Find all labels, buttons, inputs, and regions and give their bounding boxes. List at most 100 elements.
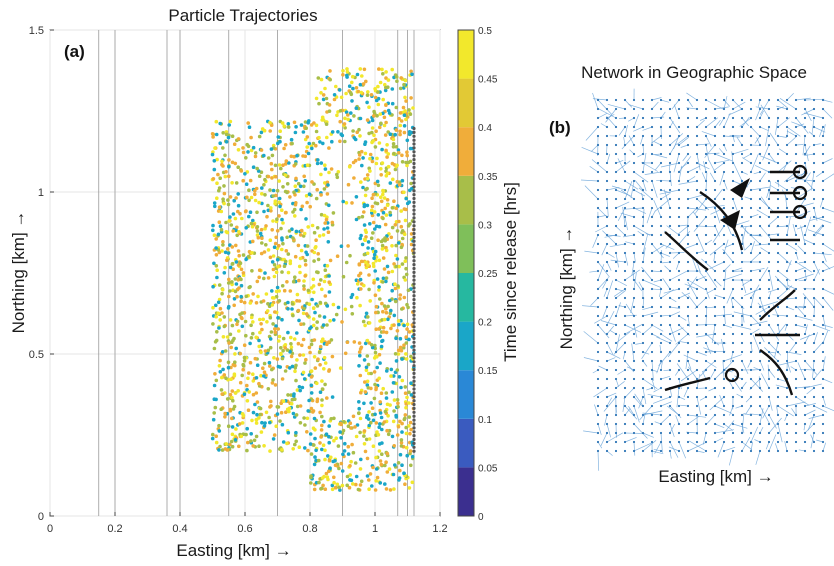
- network-node: [776, 242, 780, 246]
- network-node: [704, 143, 708, 147]
- particle: [378, 481, 383, 485]
- particle: [245, 142, 249, 147]
- particle: [400, 229, 405, 233]
- network-edge: [755, 108, 761, 121]
- particle: [289, 342, 293, 346]
- particle: [358, 116, 363, 121]
- network-node: [668, 422, 672, 426]
- particle: [293, 275, 297, 280]
- network-node: [641, 395, 645, 399]
- network-node: [704, 386, 708, 390]
- network-node: [677, 413, 681, 417]
- particle: [321, 483, 325, 488]
- network-node: [821, 449, 825, 453]
- network-edge: [666, 225, 680, 236]
- particle: [398, 132, 402, 137]
- network-node: [605, 116, 609, 120]
- network-node: [767, 188, 771, 192]
- particle: [235, 225, 239, 230]
- network-edge: [777, 135, 787, 138]
- particle: [320, 115, 325, 120]
- network-edge: [642, 360, 648, 367]
- colorbar: [457, 29, 475, 517]
- network-node: [686, 395, 690, 399]
- particle: [272, 245, 277, 249]
- network-node: [713, 359, 717, 363]
- network-node: [785, 215, 789, 219]
- particle: [407, 424, 411, 428]
- network-node: [776, 305, 780, 309]
- particle: [387, 467, 392, 471]
- network-edge: [624, 314, 637, 317]
- network-edge: [583, 331, 599, 344]
- network-node: [614, 332, 618, 336]
- network-node: [821, 161, 825, 165]
- particle: [275, 357, 280, 361]
- particle: [217, 283, 222, 287]
- network-node: [605, 377, 609, 381]
- particle: [258, 317, 262, 322]
- network-edge: [745, 230, 761, 245]
- particle: [374, 455, 378, 460]
- particle: [238, 351, 242, 356]
- network-node: [767, 260, 771, 264]
- particle: [241, 367, 245, 372]
- network-node: [650, 260, 654, 264]
- particle: [403, 482, 407, 487]
- network-node: [614, 305, 618, 309]
- particle: [315, 187, 320, 192]
- particle: [264, 410, 269, 415]
- network-node: [812, 251, 816, 255]
- particle: [312, 290, 316, 295]
- colorbar-tick-label: 0.4: [478, 123, 492, 134]
- particle: [341, 199, 346, 204]
- network-edge: [756, 137, 761, 146]
- particle: [378, 361, 382, 365]
- network-node: [632, 305, 636, 309]
- particle: [315, 381, 319, 386]
- network-edge: [786, 129, 789, 137]
- particle: [295, 358, 299, 362]
- particle: [361, 156, 365, 160]
- network-node: [641, 98, 645, 102]
- particle: [350, 292, 355, 297]
- network-node: [776, 368, 780, 372]
- network-node: [740, 431, 744, 435]
- particle: [392, 398, 397, 402]
- network-node: [659, 422, 663, 426]
- particle: [397, 476, 402, 480]
- network-node: [758, 359, 762, 363]
- network-edge: [709, 172, 716, 182]
- network-edge: [759, 110, 764, 119]
- particle: [371, 231, 375, 235]
- network-node: [614, 224, 618, 228]
- network-node: [740, 179, 744, 183]
- particle: [330, 139, 334, 144]
- network-edge: [642, 440, 657, 452]
- network-node: [767, 314, 771, 318]
- particle: [381, 276, 386, 281]
- particle: [360, 74, 364, 78]
- particle: [229, 223, 234, 227]
- network-node: [632, 350, 636, 354]
- network-node: [722, 98, 726, 102]
- particle: [216, 172, 220, 177]
- network-edge: [787, 285, 797, 290]
- network-node: [776, 251, 780, 255]
- particle: [388, 488, 393, 492]
- particle: [403, 78, 408, 83]
- particle: [366, 315, 370, 319]
- particle: [223, 411, 227, 416]
- particle: [319, 161, 324, 165]
- particle: [248, 341, 252, 346]
- particle: [228, 318, 233, 322]
- particle: [412, 154, 416, 158]
- network-node: [812, 269, 816, 273]
- network-node: [722, 305, 726, 309]
- network-node: [677, 404, 681, 408]
- network-node: [659, 413, 663, 417]
- network-edge: [714, 153, 734, 162]
- particle: [264, 292, 269, 296]
- network-edge: [714, 106, 729, 110]
- network-edge: [706, 306, 716, 309]
